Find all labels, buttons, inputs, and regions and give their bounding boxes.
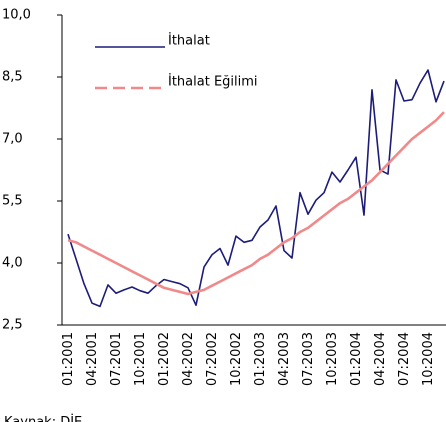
y-tick-label: 10,0 [2, 8, 31, 23]
x-tick-label: 01:2002 [157, 332, 172, 386]
source-note: Kaynak: DİE [4, 414, 82, 422]
x-tick-label: 07:2001 [109, 332, 124, 386]
x-tick-label: 01:2003 [253, 332, 268, 386]
x-tick-label: 07:2004 [397, 332, 412, 386]
x-tick-label: 10:2003 [325, 332, 340, 386]
data-line [67, 69, 445, 308]
x-tick-label: 04:2004 [373, 332, 388, 386]
x-tick-label: 01:2004 [349, 332, 364, 386]
x-tick-label: 04:2001 [85, 332, 100, 386]
y-tick-label: 2,5 [2, 318, 23, 333]
y-tick-label: 5,5 [2, 194, 23, 209]
x-tick-label: 10:2002 [229, 332, 244, 386]
y-tick-label: 8,5 [2, 70, 23, 85]
x-tick-label: 01:2001 [61, 332, 76, 386]
legend-label: İthalat [168, 33, 210, 49]
x-tick-label: 07:2002 [205, 332, 220, 386]
x-tick-label: 04:2003 [277, 332, 292, 386]
x-tick-label: 10:2004 [421, 332, 436, 386]
x-tick-label: 07:2003 [301, 332, 316, 386]
x-tick-label: 10:2001 [133, 332, 148, 386]
y-tick-label: 7,0 [2, 132, 23, 147]
data-line [67, 111, 445, 296]
y-tick-label: 4,0 [2, 256, 23, 271]
legend-label: İthalat Eğilimi [168, 74, 258, 90]
x-tick-label: 04:2002 [181, 332, 196, 386]
